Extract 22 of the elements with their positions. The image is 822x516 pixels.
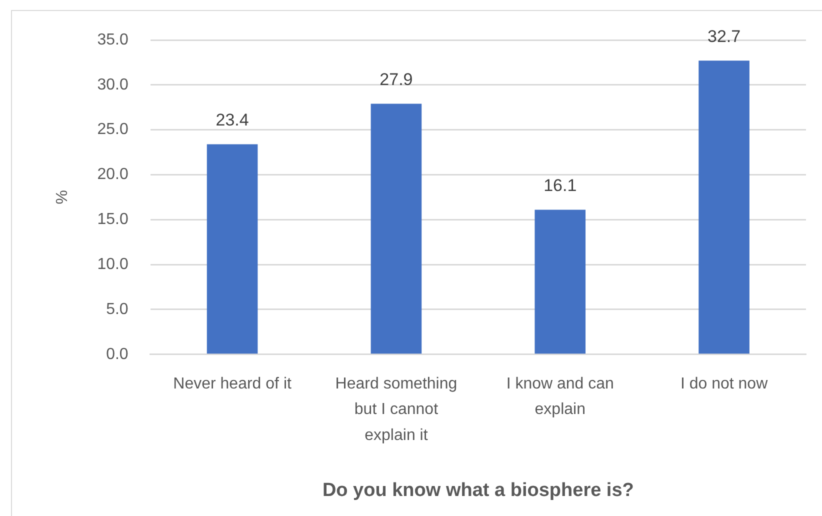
x-tick-label: I do not now [680, 376, 768, 393]
bar [534, 210, 586, 354]
y-tick-label: 20.0 [97, 166, 128, 184]
data-label: 32.7 [707, 26, 741, 46]
x-tick-label: I know and can explain [506, 376, 614, 418]
data-label: 27.9 [380, 70, 413, 89]
x-tick-label: Heard something but I cannot explain it [335, 376, 458, 444]
y-tick-label: 5.0 [106, 300, 128, 318]
bar [698, 60, 750, 354]
y-tick-label: 35.0 [97, 31, 128, 48]
data-label: 23.4 [216, 110, 249, 130]
y-tick-label: 0.0 [106, 346, 128, 363]
bar [370, 104, 422, 354]
y-tick-label: 15.0 [97, 211, 128, 228]
y-tick-label: 10.0 [97, 256, 128, 273]
data-label: 16.1 [544, 176, 577, 195]
y-tick-label: 25.0 [97, 121, 128, 138]
x-tick-label: Never heard of it [173, 376, 292, 393]
y-axis-title: % [54, 190, 72, 204]
x-axis-title: Do you know what a biosphere is? [322, 480, 634, 501]
bar [206, 144, 258, 354]
y-tick-label: 30.0 [97, 76, 128, 94]
